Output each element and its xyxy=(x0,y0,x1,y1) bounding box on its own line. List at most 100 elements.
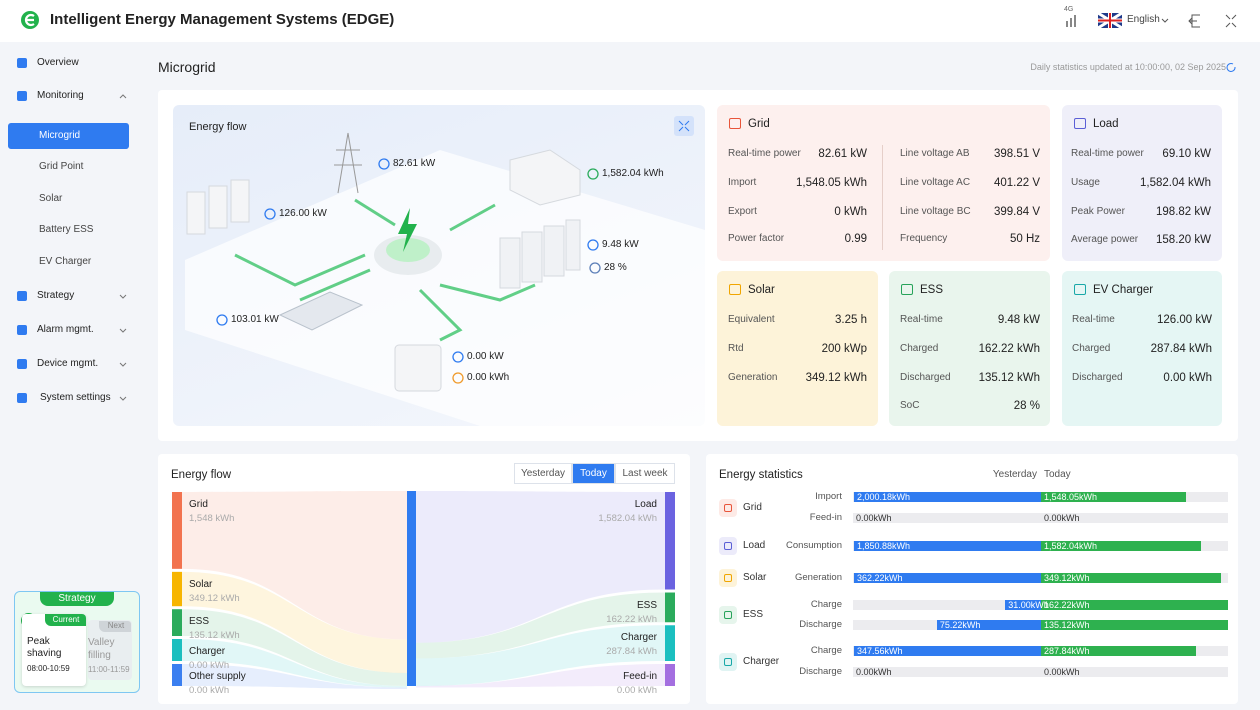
column-header: Yesterday xyxy=(992,469,1037,480)
chevron xyxy=(119,328,127,333)
sankey-node xyxy=(665,664,675,686)
tab-label[interactable]: Yesterday xyxy=(520,468,566,479)
submenu-item[interactable]: Grid Point xyxy=(39,161,84,172)
metric-value: 401.22 V xyxy=(993,177,1040,189)
menu-icon xyxy=(17,325,27,335)
submenu-item[interactable]: Battery ESS xyxy=(39,224,94,235)
submenu-item[interactable]: EV Charger xyxy=(39,256,92,267)
tab-label[interactable]: Today xyxy=(580,468,607,479)
fullscreen-icon[interactable] xyxy=(1225,14,1237,28)
strategy-header xyxy=(40,592,114,606)
node-name: ESS xyxy=(189,616,210,628)
current-tag xyxy=(45,614,86,626)
bar-label: 347.56kWh xyxy=(857,646,903,656)
card-title: Load xyxy=(1093,118,1119,130)
metric-value: 126.00 kW xyxy=(1157,314,1212,326)
bar-label: 362.22kWh xyxy=(857,573,903,583)
node-value: 135.12 kWh xyxy=(189,630,240,642)
info-card xyxy=(1062,105,1222,261)
chevron xyxy=(119,396,127,401)
today-bar xyxy=(1041,620,1228,630)
language-select[interactable]: English xyxy=(1127,14,1160,25)
sankey-node xyxy=(665,625,675,661)
group-icon-glyph xyxy=(724,503,732,512)
metric-label: Frequency xyxy=(900,233,948,244)
menu-item[interactable]: Device mgmt. xyxy=(37,358,99,369)
group-icon-glyph xyxy=(724,657,732,666)
refresh-icon[interactable] xyxy=(1226,63,1236,72)
storage-unit xyxy=(394,344,442,392)
menu-item[interactable]: System settings xyxy=(40,392,111,403)
flow-icon xyxy=(587,239,599,251)
bar-track xyxy=(853,513,1228,523)
tab[interactable] xyxy=(514,463,572,484)
node-name: Other supply xyxy=(189,671,246,682)
chevron xyxy=(119,294,127,299)
sankey-link xyxy=(182,491,407,640)
chevron xyxy=(119,362,127,367)
card-icon xyxy=(729,118,741,129)
submenu-item[interactable]: Microgrid xyxy=(39,130,81,141)
current-card xyxy=(22,614,86,686)
sankey-link xyxy=(182,664,407,689)
card-divider xyxy=(882,145,883,250)
header xyxy=(0,0,1260,42)
metric-label: Import xyxy=(728,177,757,188)
flow-value: 9.48 kW xyxy=(602,239,639,250)
info-card xyxy=(1062,271,1222,426)
menu-item[interactable]: Overview xyxy=(37,57,79,68)
menu-icon xyxy=(17,359,27,369)
metric-value: 349.12 kWh xyxy=(805,372,867,384)
today-bar xyxy=(1041,541,1201,551)
flow-value: 103.01 kW xyxy=(231,314,279,325)
logout-icon[interactable] xyxy=(1188,14,1200,28)
today-bar xyxy=(1041,600,1228,610)
metric-value: 28 % xyxy=(1013,400,1040,412)
strategy-title: Strategy xyxy=(58,593,96,604)
tab[interactable] xyxy=(572,463,615,484)
submenu-item[interactable]: Solar xyxy=(39,193,63,204)
card-title: Solar xyxy=(748,284,775,296)
row-label: Charge xyxy=(810,645,842,656)
updated-time: Daily statistics updated at 10:00:00, 02… xyxy=(1030,62,1226,72)
group-icon xyxy=(719,569,737,587)
flow-lines xyxy=(234,198,536,342)
group-icon xyxy=(719,537,737,555)
metric-value: 0.99 xyxy=(844,233,867,245)
flow-icon xyxy=(378,158,390,170)
metric-label: SoC xyxy=(900,400,920,411)
menu-icon xyxy=(17,91,27,101)
flow-icon xyxy=(216,314,228,326)
page-title: Microgrid xyxy=(158,59,216,75)
yesterday-bar xyxy=(936,620,1041,630)
expand-button[interactable] xyxy=(674,116,694,136)
yesterday-bar xyxy=(854,492,1041,502)
tab[interactable] xyxy=(615,463,675,484)
node-name: Grid xyxy=(189,499,208,510)
bar-track xyxy=(853,667,1228,677)
menu-item[interactable]: Monitoring xyxy=(37,90,84,101)
metric-label: Average power xyxy=(1071,234,1139,245)
metric-value: 0.00 kWh xyxy=(1163,372,1212,384)
metric-value: 162.22 kWh xyxy=(978,343,1040,355)
node-name: ESS xyxy=(636,599,657,611)
today-bar xyxy=(1041,646,1196,656)
sankey-node xyxy=(172,664,182,686)
metric-label: Real-time xyxy=(900,314,943,325)
tower xyxy=(334,132,362,194)
node-name: Solar xyxy=(189,578,213,590)
metric-label: Equivalent xyxy=(728,314,775,325)
flow-icon xyxy=(452,351,464,363)
row-label: Consumption xyxy=(786,540,842,551)
metric-value: 287.84 kWh xyxy=(1150,343,1212,355)
next-tag-text: Next xyxy=(107,621,125,630)
menu-item[interactable]: Strategy xyxy=(37,290,75,301)
platform xyxy=(185,150,705,426)
row-label: Import xyxy=(815,491,842,502)
menu-item[interactable]: Alarm mgmt. xyxy=(37,324,94,335)
sankey-node xyxy=(665,492,675,590)
node-name: Charger xyxy=(620,632,657,644)
tab-label[interactable]: Last week xyxy=(622,468,668,479)
node-value: 1,548 kWh xyxy=(189,513,235,524)
metric-value: 9.48 kW xyxy=(997,314,1040,326)
